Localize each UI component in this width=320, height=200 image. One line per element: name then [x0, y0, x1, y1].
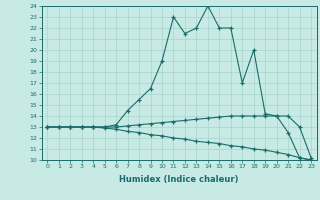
X-axis label: Humidex (Indice chaleur): Humidex (Indice chaleur) [119, 175, 239, 184]
